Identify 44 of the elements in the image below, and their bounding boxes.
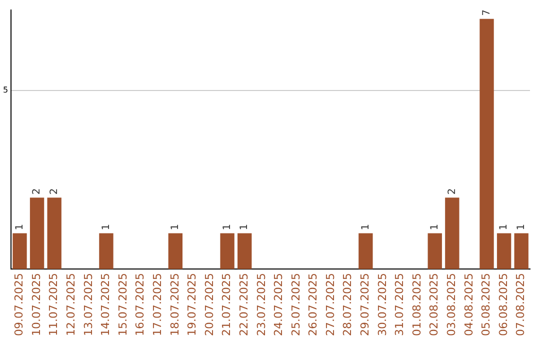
data-label: 2 xyxy=(48,188,60,195)
x-tick-label: 30.07.2025 xyxy=(376,273,389,336)
x-tick-label: 22.07.2025 xyxy=(237,273,250,336)
x-tick-label: 12.07.2025 xyxy=(64,273,78,336)
x-tick-label: 18.07.2025 xyxy=(168,273,182,336)
x-tick-label: 25.07.2025 xyxy=(289,273,302,336)
x-tick-label: 04.08.2025 xyxy=(462,273,476,336)
data-label: 2 xyxy=(446,188,458,195)
data-label: 2 xyxy=(32,188,43,195)
data-label: 1 xyxy=(14,224,26,230)
x-tick-label: 14.07.2025 xyxy=(99,273,112,336)
x-tick-label: 24.07.2025 xyxy=(272,273,286,336)
x-tick-label: 09.07.2025 xyxy=(12,273,26,336)
x-tick-label: 29.07.2025 xyxy=(358,273,372,336)
x-tick-label: 17.07.2025 xyxy=(150,273,164,336)
data-label: 1 xyxy=(498,224,510,230)
x-tick-label: 05.08.2025 xyxy=(480,273,493,336)
data-label: 1 xyxy=(516,224,527,230)
data-label: 1 xyxy=(360,224,372,230)
x-tick-label: 01.08.2025 xyxy=(410,273,424,336)
x-tick-label: 02.08.2025 xyxy=(428,273,441,336)
x-tick-label: 15.07.2025 xyxy=(116,273,130,336)
data-label: 1 xyxy=(170,224,182,230)
x-tick-label: 06.08.2025 xyxy=(496,273,510,336)
x-tick-label: 27.07.2025 xyxy=(324,273,337,336)
x-tick-label: 21.07.2025 xyxy=(220,273,234,336)
data-label: 1 xyxy=(239,224,250,230)
x-tick-label: 19.07.2025 xyxy=(186,273,199,336)
x-tick-label: 28.07.2025 xyxy=(341,273,354,336)
data-label: 1 xyxy=(222,224,233,230)
data-label: 1 xyxy=(100,224,112,230)
x-tick-label: 16.07.2025 xyxy=(134,273,147,336)
x-tick-label: 03.08.2025 xyxy=(445,273,458,336)
x-tick-label: 10.07.2025 xyxy=(30,273,43,336)
x-tick-label: 07.08.2025 xyxy=(514,273,528,336)
data-label: 7 xyxy=(481,10,492,16)
data-label: 1 xyxy=(429,224,440,230)
x-tick-label: 26.07.2025 xyxy=(306,273,320,336)
x-tick-label: 11.07.2025 xyxy=(47,273,60,336)
y-tick-label: 5 xyxy=(2,85,8,94)
x-tick-label: 13.07.2025 xyxy=(82,273,95,336)
x-tick-label: 23.07.2025 xyxy=(254,273,268,336)
x-tick-label: 31.07.2025 xyxy=(393,273,406,336)
x-tick-label: 20.07.2025 xyxy=(202,273,216,336)
